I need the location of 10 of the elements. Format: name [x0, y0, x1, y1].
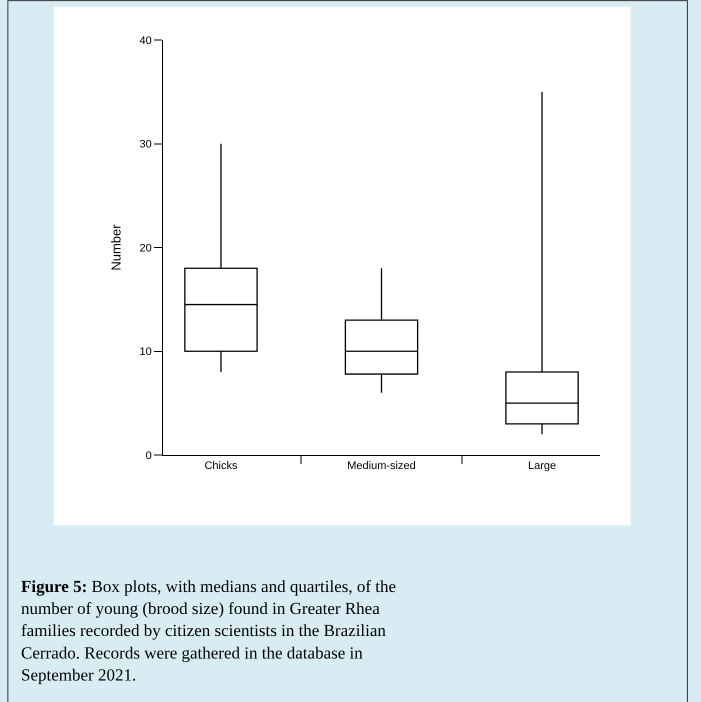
y-axis-title: Number — [108, 224, 124, 271]
x-tick-label: Large — [528, 460, 556, 472]
y-tick-label: 40 — [140, 34, 152, 47]
y-tick-label: 0 — [146, 450, 152, 462]
x-tick-label: Medium-sized — [347, 460, 416, 472]
y-tick-label: 30 — [140, 138, 152, 151]
y-tick-label: 20 — [140, 242, 152, 254]
y-tick-label: 10 — [140, 346, 152, 358]
caption: Figure 5: Box plots, with medians and quartiles, of the number of young (brood size) found in Greater Rhea families recorded by citizen scientists in the Brazilian Cerrado. Records were gathered in the database in September 2021. — [21, 577, 396, 684]
x-tick-label: Chicks — [204, 460, 238, 472]
